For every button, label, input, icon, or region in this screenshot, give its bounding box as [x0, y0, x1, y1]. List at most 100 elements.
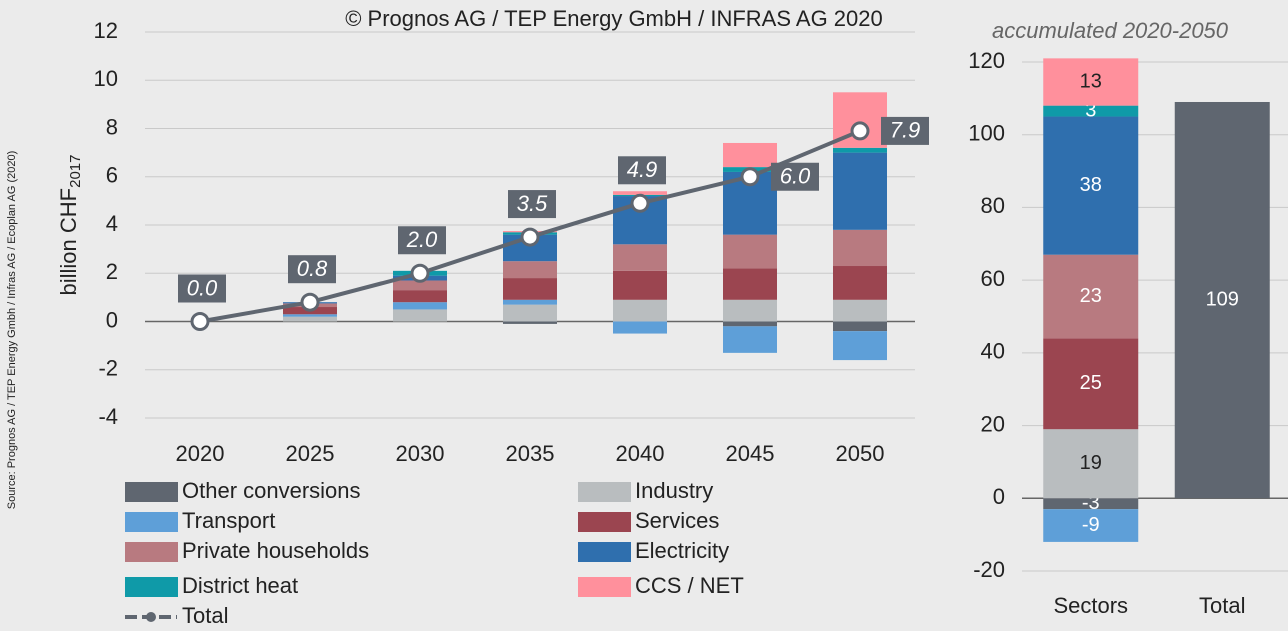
bar-segment	[833, 321, 887, 332]
total-point	[410, 263, 430, 283]
bar-segment	[503, 299, 557, 305]
y-tick-label: 0	[993, 484, 1005, 509]
bar-segment	[503, 261, 557, 279]
x-tick-label: 2040	[616, 441, 665, 466]
total-point	[300, 292, 320, 312]
x-tick-label: 2025	[286, 441, 335, 466]
x-tick-label: 2050	[836, 441, 885, 466]
bar-segment	[833, 299, 887, 322]
bar-segment	[393, 309, 447, 322]
total-point	[520, 227, 540, 247]
y-label-main: billion CHF	[56, 188, 81, 296]
legend-label: District heat	[182, 573, 298, 598]
legend-label: Electricity	[635, 538, 729, 563]
bar-segment	[503, 321, 557, 324]
y-tick-label: 40	[981, 339, 1005, 364]
bar-segment	[833, 152, 887, 230]
total-label: 3.5	[517, 191, 548, 216]
bar-segment	[723, 326, 777, 353]
bar-segment	[1043, 254, 1139, 339]
bar-segment	[1043, 105, 1139, 117]
bar-segment	[393, 280, 447, 291]
x-tick-label: 2030	[396, 441, 445, 466]
data-label: -9	[1082, 514, 1100, 536]
x-tick-label: 2020	[176, 441, 225, 466]
x-tick-label: 2035	[506, 441, 555, 466]
total-label: 2.0	[406, 227, 438, 252]
total-point	[740, 167, 760, 187]
x-tick-label: 2045	[726, 441, 775, 466]
bar-segment	[1043, 498, 1139, 510]
total-point	[630, 193, 650, 213]
x-tick-label: Total	[1199, 593, 1245, 618]
bar-segment	[1043, 58, 1139, 106]
y-tick-label: 4	[106, 211, 118, 236]
legend-marker	[146, 612, 156, 622]
label-box	[618, 156, 666, 185]
source: Source: Prognos AG / TEP Energy Gmbh / I…	[6, 151, 18, 510]
data-label: 19	[1080, 452, 1102, 474]
bar-segment	[283, 316, 337, 322]
legend-label: Transport	[182, 508, 275, 533]
bar-segment	[503, 278, 557, 300]
y-tick-label: 2	[106, 259, 118, 284]
total-label: 6.0	[780, 164, 811, 189]
data-label: 38	[1080, 174, 1102, 196]
bar-segment	[723, 299, 777, 322]
bar-segment	[723, 321, 777, 327]
label-box	[508, 190, 556, 219]
y-tick-label: -2	[98, 356, 118, 381]
y-tick-label: 10	[94, 66, 118, 91]
bar-segment	[393, 290, 447, 303]
legend-swatch	[578, 542, 631, 562]
bar-segment	[833, 147, 887, 153]
y-axis-label: billion CHF2017	[56, 155, 84, 296]
bar-segment	[833, 229, 887, 267]
bar-segment	[1043, 429, 1139, 499]
y-tick-label: 80	[981, 193, 1005, 218]
bar-segment	[613, 244, 667, 271]
bar-segment	[613, 299, 667, 322]
data-label: 109	[1206, 288, 1239, 310]
x-tick-label: Sectors	[1053, 593, 1128, 618]
legend-swatch	[578, 577, 631, 597]
bar-segment	[723, 142, 777, 168]
label-box	[178, 274, 226, 303]
data-label: 23	[1080, 285, 1102, 307]
y-tick-label: 20	[981, 411, 1005, 436]
y-tick-label: 60	[981, 266, 1005, 291]
data-label: 25	[1080, 372, 1102, 394]
total-label: 0.0	[187, 275, 218, 300]
y-tick-label: 100	[968, 121, 1005, 146]
bar-segment	[1174, 101, 1270, 499]
legend-label: Industry	[635, 478, 713, 503]
y-tick-label: -20	[973, 557, 1005, 582]
label-box	[398, 226, 446, 255]
subtitle: accumulated 2020-2050	[992, 18, 1229, 43]
total-label: 0.8	[297, 256, 328, 281]
y-label-sub: 2017	[67, 155, 84, 188]
total-label: 4.9	[627, 157, 658, 182]
y-tick-label: 12	[94, 18, 118, 43]
y-tick-label: 0	[106, 307, 118, 332]
bar-segment	[1043, 116, 1139, 255]
bar-segment	[613, 321, 667, 334]
legend-swatch	[578, 512, 631, 532]
bar-segment	[833, 331, 887, 361]
total-label: 7.9	[890, 118, 921, 143]
bar-segment	[283, 314, 337, 317]
legend-label: Services	[635, 508, 719, 533]
label-box	[881, 116, 929, 145]
bar-segment	[833, 266, 887, 300]
y-tick-label: 6	[106, 163, 118, 188]
bar-segment	[613, 270, 667, 300]
legend-swatch	[125, 482, 178, 502]
legend-swatch	[125, 512, 178, 532]
label-box	[288, 255, 336, 284]
bar-segment	[723, 234, 777, 269]
data-label: 13	[1080, 70, 1102, 92]
bar-segment	[1043, 338, 1139, 430]
y-tick-label: 8	[106, 114, 118, 139]
